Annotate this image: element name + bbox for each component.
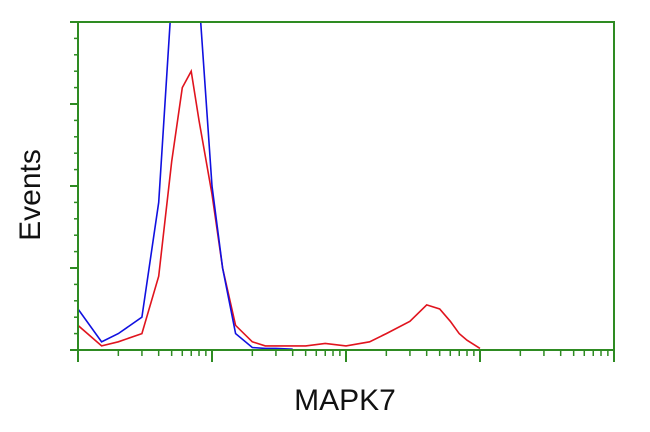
x-axis-label: MAPK7	[294, 384, 396, 417]
plot-frame	[77, 21, 615, 351]
y-axis-label: Events	[14, 149, 47, 241]
plot-lines	[78, 22, 481, 350]
series-line	[78, 68, 481, 350]
series-line	[78, 22, 293, 350]
